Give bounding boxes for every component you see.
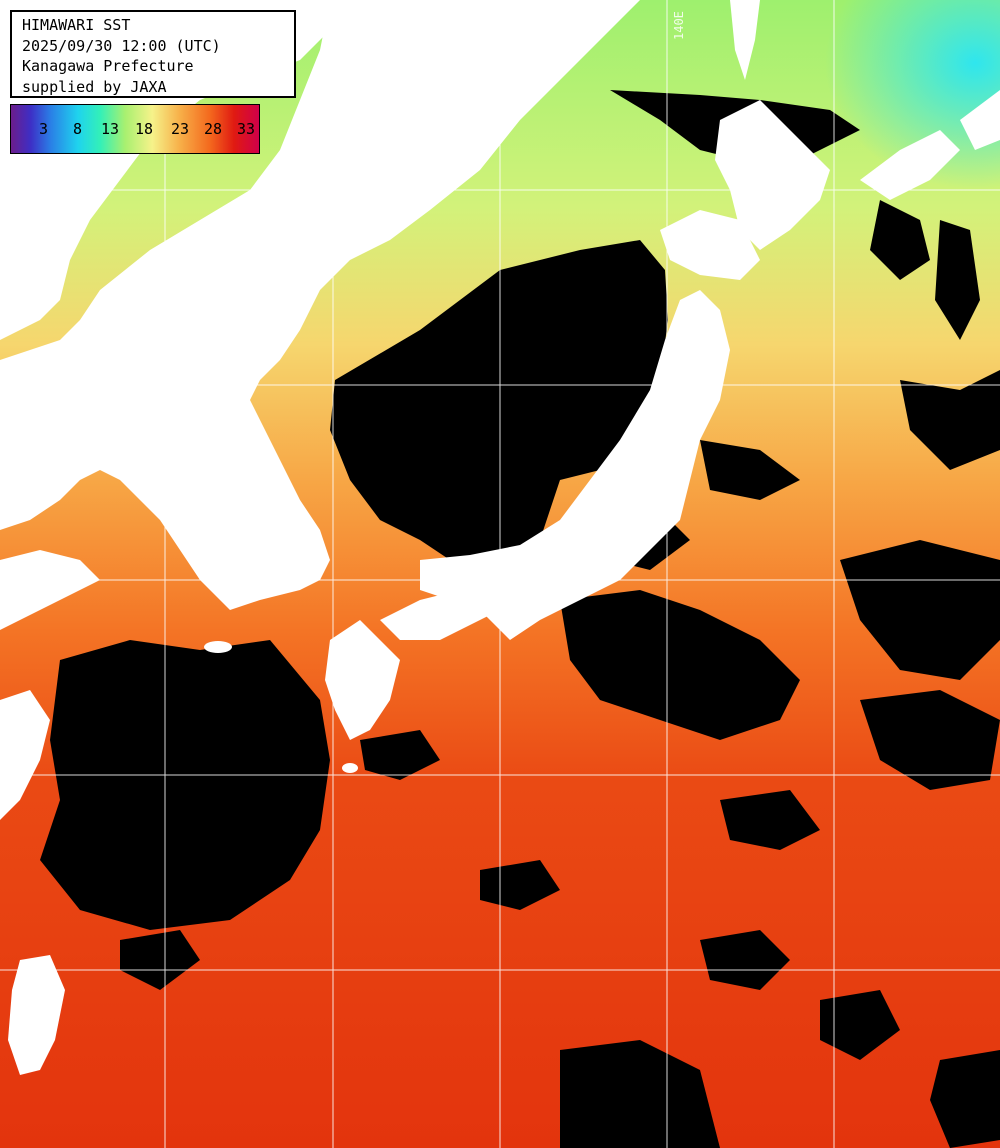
info-panel: HIMAWARI SST 2025/09/30 12:00 (UTC) Kana… <box>10 10 296 98</box>
colorbar-tick-3: 3 <box>39 120 49 138</box>
title: HIMAWARI SST <box>22 16 131 34</box>
longitude-label: 140E <box>672 11 686 40</box>
colorbar-tick-28: 28 <box>204 120 223 138</box>
colorbar-tick-23: 23 <box>171 120 190 138</box>
credit-label: supplied by JAXA <box>22 77 167 96</box>
cloud-cover <box>40 90 1000 1148</box>
region-label: Kanagawa Prefecture <box>22 57 194 75</box>
colorbar-tick-8: 8 <box>73 120 83 138</box>
datetime: 2025/09/30 12:00 (UTC) <box>22 36 221 55</box>
colorbar-tick-13: 13 <box>101 120 120 138</box>
temperature-colorbar: 3 8 13 18 23 28 33 <box>10 104 260 154</box>
latitude-label: 30N <box>16 353 38 367</box>
colorbar-tick-33: 33 <box>237 120 256 138</box>
colorbar-tick-18: 18 <box>135 120 154 138</box>
